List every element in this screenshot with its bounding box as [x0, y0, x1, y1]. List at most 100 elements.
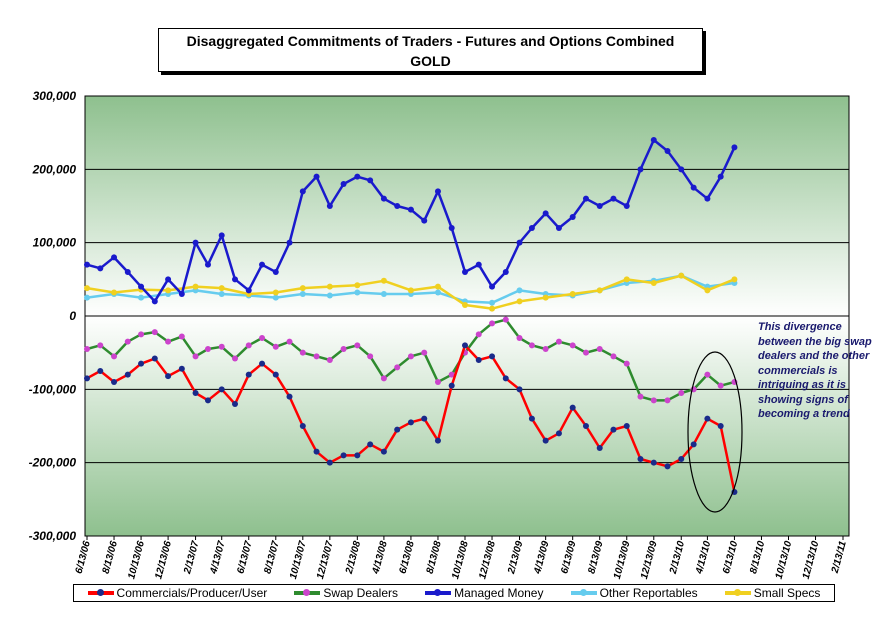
data-point [204, 261, 211, 268]
data-point [610, 353, 617, 360]
x-tick-label: 8/13/09 [586, 540, 605, 575]
data-point [407, 206, 414, 213]
data-point [394, 426, 401, 433]
data-point [313, 448, 320, 455]
data-point [555, 430, 562, 437]
data-point [313, 353, 320, 360]
data-point [637, 393, 644, 400]
data-point [475, 357, 482, 363]
data-point [637, 456, 644, 462]
data-point [516, 298, 523, 305]
data-point [97, 265, 104, 272]
data-point [717, 173, 724, 180]
data-point [637, 166, 644, 173]
data-point [731, 276, 738, 283]
data-point [462, 269, 468, 275]
data-point [650, 397, 657, 404]
data-point [218, 386, 225, 393]
data-point [434, 283, 441, 290]
chart-title: Disaggregated Commitments of Traders - F… [186, 33, 675, 49]
data-point [218, 291, 225, 297]
data-point [516, 287, 523, 294]
data-point [380, 448, 387, 455]
x-tick-label: 12/13/07 [315, 540, 336, 581]
data-point [272, 294, 279, 301]
data-point [448, 382, 455, 389]
data-point [704, 195, 711, 202]
grid-lines [85, 95, 849, 537]
data-point [542, 294, 549, 301]
data-point [380, 291, 387, 297]
data-point [489, 353, 496, 360]
data-point [717, 382, 724, 389]
data-point [367, 353, 374, 360]
data-point [299, 423, 306, 429]
data-point [489, 305, 496, 312]
data-point [678, 390, 685, 396]
legend: Commercials/Producer/User Swap Dealers Man… [73, 584, 835, 602]
data-point [502, 375, 509, 382]
data-point [555, 225, 562, 231]
x-tick-label: 6/13/10 [721, 540, 740, 575]
y-tick-label: 100,000 [33, 236, 77, 250]
data-point [272, 269, 279, 275]
data-point [678, 166, 685, 173]
y-tick-label: 0 [69, 309, 76, 323]
data-point [462, 302, 468, 308]
data-point [165, 287, 172, 294]
data-point [124, 338, 131, 345]
data-point [272, 289, 279, 296]
data-point [380, 375, 387, 382]
data-point [286, 393, 293, 400]
data-point [596, 287, 603, 294]
data-point [407, 419, 414, 426]
data-point [232, 276, 239, 283]
data-point [690, 184, 697, 191]
data-point [340, 346, 347, 352]
data-point [354, 173, 361, 180]
data-point [299, 349, 306, 356]
data-point [97, 342, 104, 349]
series-swap-dealers [84, 316, 738, 404]
data-point [245, 342, 252, 349]
data-point [542, 437, 549, 444]
data-point [259, 360, 266, 367]
data-point [434, 437, 441, 444]
x-tick-label: 6/13/07 [235, 540, 254, 575]
x-tick-label: 6/13/06 [74, 540, 93, 575]
data-point [178, 333, 185, 340]
data-point [582, 195, 589, 202]
data-point [448, 371, 455, 378]
data-point [192, 353, 199, 360]
x-tick-label: 12/13/08 [477, 540, 498, 581]
chart-title-box: Disaggregated Commitments of Traders - F… [158, 28, 703, 72]
data-point [434, 379, 441, 385]
x-tick-label: 4/13/07 [208, 540, 228, 576]
data-point [313, 173, 320, 180]
data-point [326, 357, 333, 363]
data-point [623, 276, 630, 283]
data-point [502, 316, 509, 323]
data-point [516, 239, 523, 246]
data-point [610, 426, 617, 433]
data-point [528, 415, 535, 422]
data-point [354, 289, 361, 296]
data-point [516, 335, 523, 341]
legend-item: Small Specs [724, 586, 821, 600]
data-point [299, 291, 306, 297]
series-layer [84, 137, 738, 495]
legend-label: Swap Dealers [323, 586, 399, 600]
data-point [731, 144, 738, 151]
x-tick-label: 2/13/11 [830, 540, 849, 576]
data-point [84, 346, 90, 352]
data-point [448, 225, 455, 231]
data-point [138, 331, 145, 338]
x-tick-label: 2/13/08 [344, 540, 364, 576]
legend-label: Other Reportables [599, 586, 698, 600]
x-tick-label: 10/13/07 [288, 540, 309, 581]
legend-label: Small Specs [753, 586, 821, 600]
x-tick-label: 4/13/10 [694, 540, 714, 576]
data-point [218, 343, 225, 350]
data-point [138, 294, 145, 301]
data-point [326, 283, 333, 290]
